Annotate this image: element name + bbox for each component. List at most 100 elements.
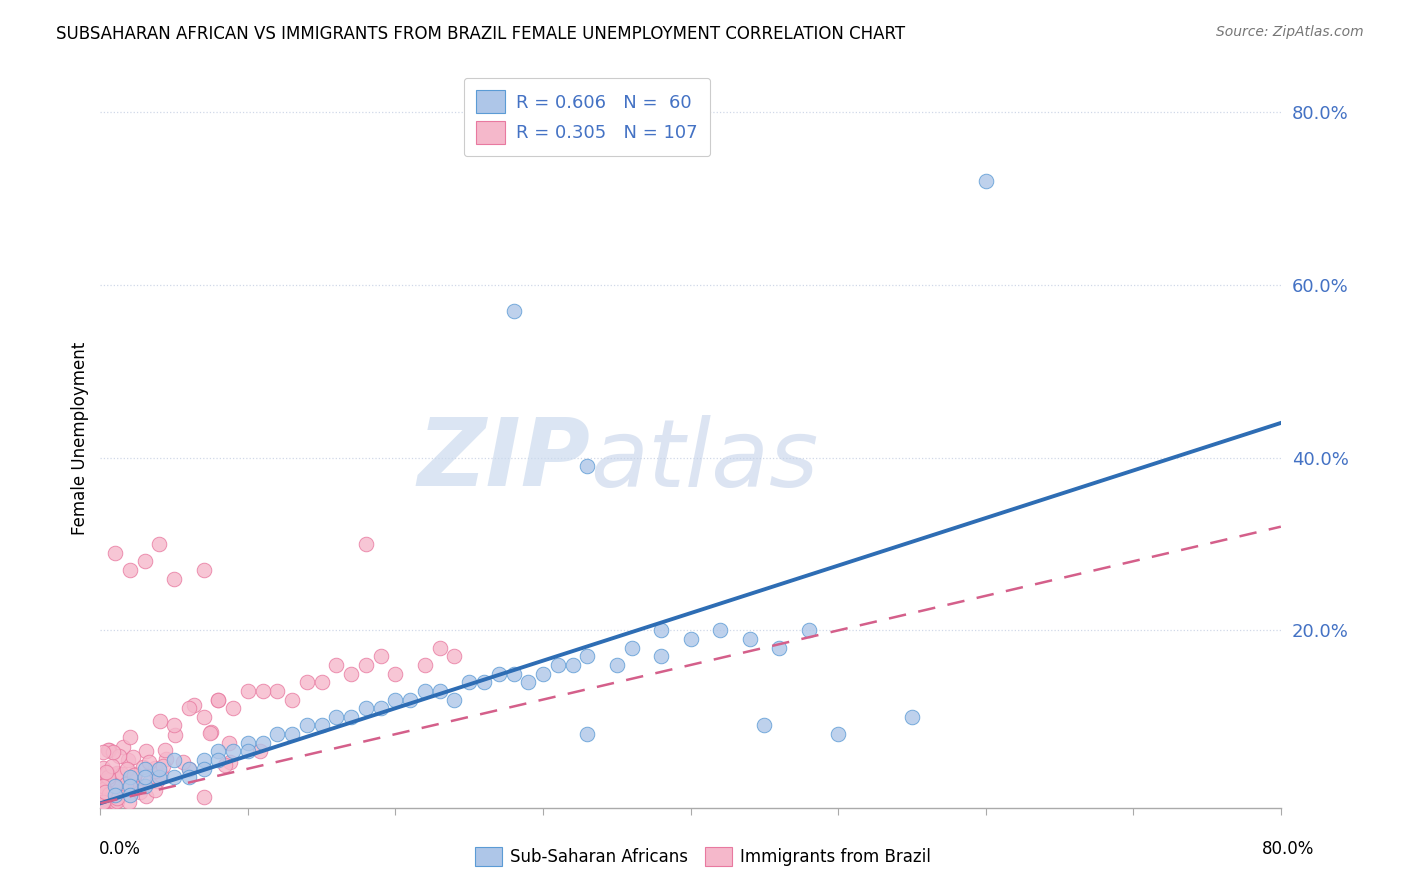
Point (193, 563, 215, 577)
Point (96, 765, 118, 780)
Point (354, 701, 377, 715)
Point (107, 749, 129, 764)
Point (207, 692, 229, 706)
Point (340, 666, 363, 681)
Text: 80.0%: 80.0% (1263, 840, 1315, 858)
Point (281, 727, 304, 741)
Point (295, 718, 318, 732)
Point (443, 649, 465, 664)
Point (325, 710, 347, 724)
Point (91, 796, 114, 810)
Point (502, 303, 524, 318)
Point (94, 784, 117, 798)
Point (177, 762, 200, 776)
Point (104, 796, 127, 810)
Point (105, 794, 128, 808)
Point (148, 770, 170, 784)
Point (222, 701, 245, 715)
Point (152, 759, 174, 773)
Point (148, 762, 170, 776)
Point (517, 675, 540, 690)
Point (354, 537, 377, 551)
Point (218, 755, 240, 769)
Y-axis label: Female Unemployment: Female Unemployment (72, 342, 89, 534)
Point (105, 791, 128, 805)
Point (122, 768, 145, 782)
Point (650, 624, 672, 638)
Point (107, 766, 129, 780)
Point (163, 718, 186, 732)
Point (122, 771, 145, 785)
Point (91, 796, 114, 810)
Point (193, 710, 215, 724)
Point (797, 624, 820, 638)
Point (97, 788, 120, 802)
Point (105, 766, 128, 780)
Point (827, 727, 849, 741)
Point (143, 783, 166, 797)
Point (576, 459, 599, 474)
Point (94, 796, 117, 810)
Point (207, 753, 229, 767)
Point (384, 692, 406, 706)
Point (458, 675, 481, 690)
Point (148, 537, 170, 551)
Point (429, 684, 451, 698)
Point (177, 701, 200, 715)
Point (124, 766, 146, 780)
Point (91, 776, 114, 790)
Point (193, 790, 215, 805)
Text: ZIP: ZIP (418, 414, 591, 507)
Point (111, 740, 134, 755)
Point (101, 780, 124, 794)
Point (547, 657, 569, 672)
Point (311, 675, 333, 690)
Point (155, 743, 177, 757)
Point (163, 770, 186, 784)
Point (103, 779, 125, 793)
Point (111, 767, 134, 781)
Point (117, 762, 139, 776)
Point (110, 771, 132, 785)
Point (96, 796, 118, 810)
Point (98, 743, 121, 757)
Point (576, 727, 599, 741)
Point (488, 666, 510, 681)
Point (104, 779, 127, 793)
Point (163, 572, 186, 586)
Point (114, 777, 136, 791)
Point (236, 684, 259, 698)
Point (502, 666, 524, 681)
Text: Source: ZipAtlas.com: Source: ZipAtlas.com (1216, 25, 1364, 39)
Point (138, 755, 160, 769)
Point (91, 770, 114, 784)
Point (118, 779, 141, 793)
Point (193, 753, 215, 767)
Point (97, 772, 120, 787)
Text: 0.0%: 0.0% (98, 840, 141, 858)
Point (91, 771, 114, 785)
Point (100, 783, 122, 797)
Point (163, 753, 186, 767)
Point (413, 657, 436, 672)
Point (103, 796, 125, 810)
Point (155, 752, 177, 766)
Point (118, 796, 141, 810)
Point (193, 762, 215, 776)
Point (118, 730, 141, 744)
Point (118, 788, 141, 802)
Point (295, 675, 318, 690)
Point (91, 779, 114, 793)
Point (172, 756, 194, 770)
Point (252, 684, 274, 698)
Point (104, 788, 127, 802)
Point (134, 779, 156, 793)
Point (143, 761, 166, 775)
Point (122, 749, 145, 764)
Point (93, 782, 115, 797)
Point (97, 778, 120, 792)
Point (340, 710, 363, 724)
Point (370, 701, 392, 715)
Point (117, 753, 139, 767)
Point (531, 666, 554, 681)
